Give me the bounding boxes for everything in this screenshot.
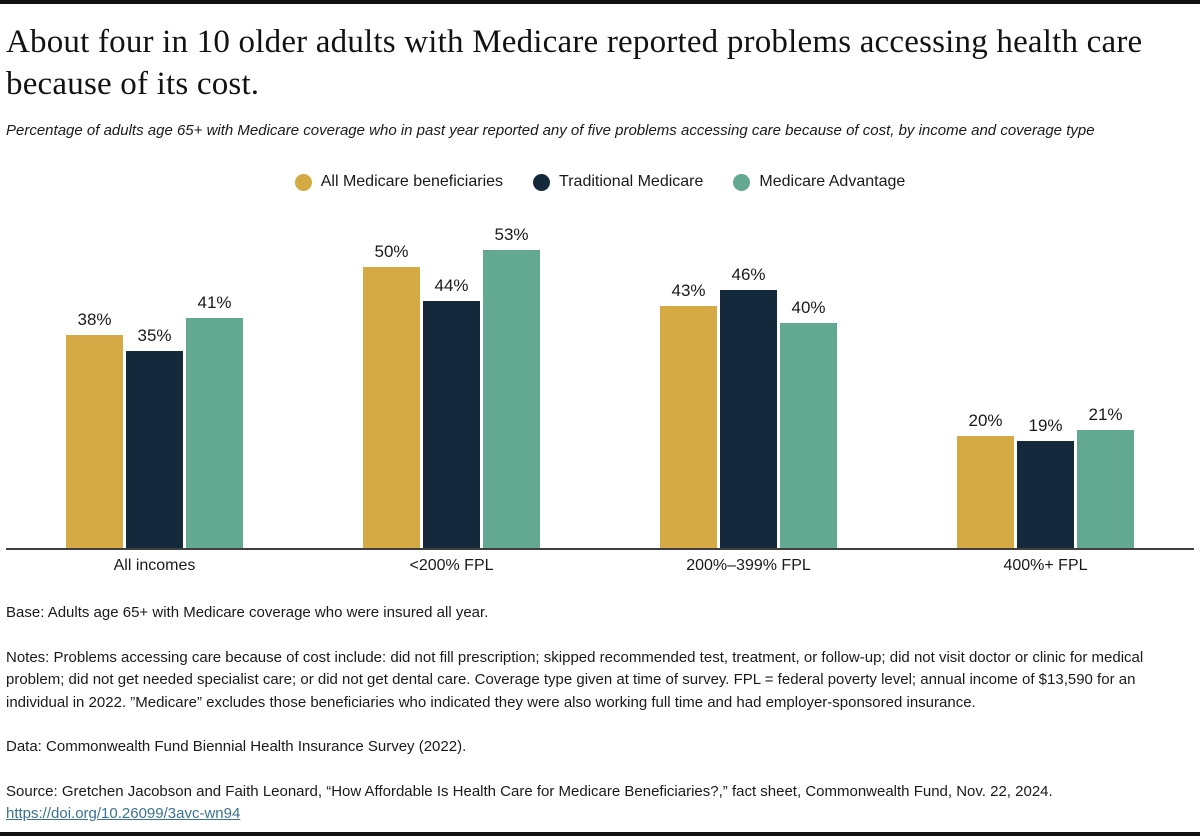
- bar: 35%: [126, 326, 183, 549]
- bar: 20%: [957, 411, 1014, 549]
- bar-value-label: 35%: [137, 326, 172, 346]
- bar: 43%: [660, 281, 717, 549]
- bar: 38%: [66, 310, 123, 549]
- legend-label: All Medicare beneficiaries: [320, 173, 504, 191]
- bar-cluster: 38% 35% 41%: [66, 293, 243, 549]
- bar-cluster: 20% 19% 21%: [957, 405, 1134, 549]
- footnote-source: Source: Gretchen Jacobson and Faith Leon…: [6, 782, 1053, 800]
- legend-label: Medicare Advantage: [759, 173, 906, 191]
- x-axis-category-label: 200%–399% FPL: [686, 557, 811, 575]
- bar-value-label: 40%: [791, 298, 826, 318]
- legend-dot-teal-icon: [733, 173, 751, 191]
- bar: 40%: [780, 298, 837, 549]
- legend-item-medicare-advantage: Medicare Advantage: [733, 173, 905, 191]
- x-axis-category-label: <200% FPL: [409, 557, 494, 575]
- legend-item-traditional-medicare: Traditional Medicare: [533, 173, 703, 191]
- bar-value-label: 44%: [434, 276, 469, 296]
- footnote-data: Data: Commonwealth Fund Biennial Health …: [6, 738, 467, 756]
- top-rule: [0, 0, 1200, 4]
- bar-cluster: 50% 44% 53%: [363, 225, 540, 549]
- bar-value-label: 19%: [1028, 416, 1063, 436]
- chart-legend: All Medicare beneficiaries Traditional M…: [6, 173, 1194, 191]
- page-title: About four in 10 older adults with Medic…: [6, 24, 1143, 103]
- bottom-rule: [0, 832, 1200, 836]
- bar-value-label: 50%: [374, 242, 409, 262]
- bar-value-label: 53%: [494, 225, 529, 245]
- legend-dot-gold-icon: [294, 173, 312, 191]
- bar: 41%: [186, 293, 243, 549]
- x-axis-category-label: All incomes: [113, 557, 196, 575]
- legend-dot-navy-icon: [533, 173, 551, 191]
- bar-value-label: 46%: [731, 265, 766, 285]
- bar-cluster: 43% 46% 40%: [660, 265, 837, 549]
- bar-group: 43% 46% 40%: [600, 265, 897, 549]
- bar-chart-plot-area: 38% 35% 41% 50% 44% 53% 43% 46% 40% 20% 19% 21%: [6, 211, 1194, 549]
- x-axis-line: [6, 548, 1194, 551]
- bar-value-label: 38%: [77, 310, 112, 330]
- bar: 53%: [483, 225, 540, 549]
- bar-group: 38% 35% 41%: [6, 293, 303, 549]
- bar: 44%: [423, 276, 480, 549]
- doi-link[interactable]: https://doi.org/10.26099/3avc-wn94: [6, 805, 241, 823]
- bar-group: 20% 19% 21%: [897, 405, 1194, 549]
- bar-value-label: 43%: [671, 281, 706, 301]
- legend-item-all-medicare: All Medicare beneficiaries: [294, 173, 504, 191]
- bar-value-label: 20%: [968, 411, 1003, 431]
- bar-value-label: 21%: [1088, 405, 1123, 425]
- bar: 21%: [1077, 405, 1134, 549]
- x-axis-category-labels: All incomes <200% FPL 200%–399% FPL 400%+ F…: [6, 557, 1194, 575]
- bar: 19%: [1017, 416, 1074, 549]
- legend-label: Traditional Medicare: [559, 173, 704, 191]
- bar-value-label: 41%: [197, 293, 232, 313]
- bar-group: 50% 44% 53%: [303, 225, 600, 549]
- bar: 50%: [363, 242, 420, 549]
- footnote-notes: Notes: Problems accessing care because o…: [6, 648, 1144, 711]
- x-axis-category-label: 400%+ FPL: [1003, 557, 1088, 575]
- chart-subtitle: Percentage of adults age 65+ with Medica…: [6, 122, 1095, 140]
- bar: 46%: [720, 265, 777, 549]
- bar-chart: 38% 35% 41% 50% 44% 53% 43% 46% 40% 20% 19% 21% All…: [6, 211, 1194, 575]
- footnote-base: Base: Adults age 65+ with Medicare cover…: [6, 604, 489, 622]
